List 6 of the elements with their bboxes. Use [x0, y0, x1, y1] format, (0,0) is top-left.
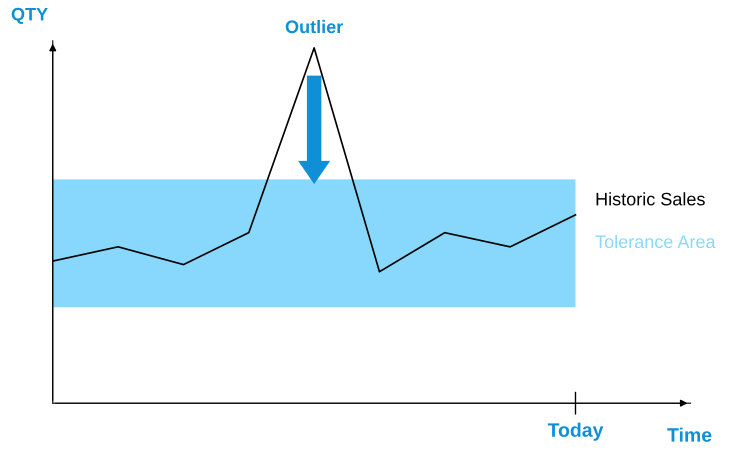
text: Outlier: [286, 20, 343, 34]
text: Today: [548, 422, 604, 441]
y-axis-title: QTY: [12, 8, 48, 24]
x-axis-title: Time: [667, 428, 712, 442]
band-label: Tolerance Area: [595, 234, 716, 248]
series-label: Historic Sales: [596, 192, 705, 206]
